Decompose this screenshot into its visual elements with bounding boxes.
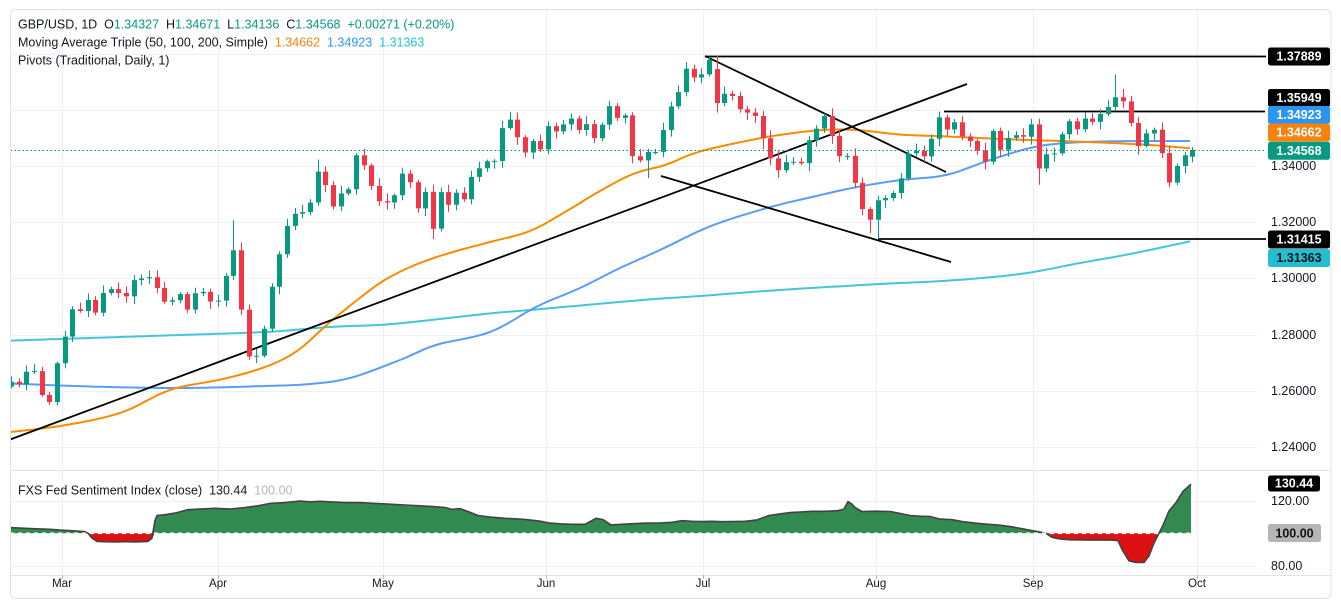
- svg-text:1.35949: 1.35949: [1276, 91, 1321, 105]
- svg-text:Sep: Sep: [1023, 578, 1043, 590]
- svg-text:Jun: Jun: [537, 578, 556, 590]
- svg-text:1.31363: 1.31363: [1276, 251, 1321, 265]
- svg-text:GBP/USD, 1D O1.34327 H1.3467: GBP/USD, 1D O1.34327 H1.34671 L1.34136 C…: [18, 18, 454, 32]
- svg-text:130.44: 130.44: [1275, 477, 1313, 491]
- svg-text:1.26000: 1.26000: [1271, 384, 1316, 398]
- svg-text:1.34923: 1.34923: [1276, 108, 1321, 122]
- svg-text:1.28000: 1.28000: [1271, 328, 1316, 342]
- svg-text:1.30000: 1.30000: [1271, 271, 1316, 285]
- svg-text:Mar: Mar: [52, 578, 72, 590]
- svg-text:1.31415: 1.31415: [1276, 233, 1321, 247]
- svg-text:Apr: Apr: [209, 578, 227, 590]
- svg-text:May: May: [372, 578, 394, 590]
- svg-text:Moving Average Triple (50, 100: Moving Average Triple (50, 100, 200, Sim…: [18, 36, 424, 50]
- svg-text:Aug: Aug: [866, 578, 886, 590]
- svg-text:1.32000: 1.32000: [1271, 215, 1316, 229]
- svg-text:1.37889: 1.37889: [1276, 50, 1321, 64]
- svg-text:Jul: Jul: [696, 578, 711, 590]
- svg-text:1.24000: 1.24000: [1271, 440, 1316, 454]
- svg-text:Pivots (Traditional, Daily, 1): Pivots (Traditional, Daily, 1): [18, 54, 169, 68]
- svg-text:FXS Fed Sentiment Index (close: FXS Fed Sentiment Index (close) 130.44 1…: [18, 484, 293, 498]
- svg-text:120.00: 120.00: [1271, 494, 1309, 508]
- svg-text:1.34568: 1.34568: [1276, 144, 1321, 158]
- svg-text:100.00: 100.00: [1275, 526, 1313, 540]
- svg-text:Oct: Oct: [1188, 578, 1207, 590]
- svg-text:1.34662: 1.34662: [1276, 126, 1321, 140]
- svg-text:80.00: 80.00: [1271, 559, 1302, 573]
- svg-text:1.34000: 1.34000: [1271, 159, 1316, 173]
